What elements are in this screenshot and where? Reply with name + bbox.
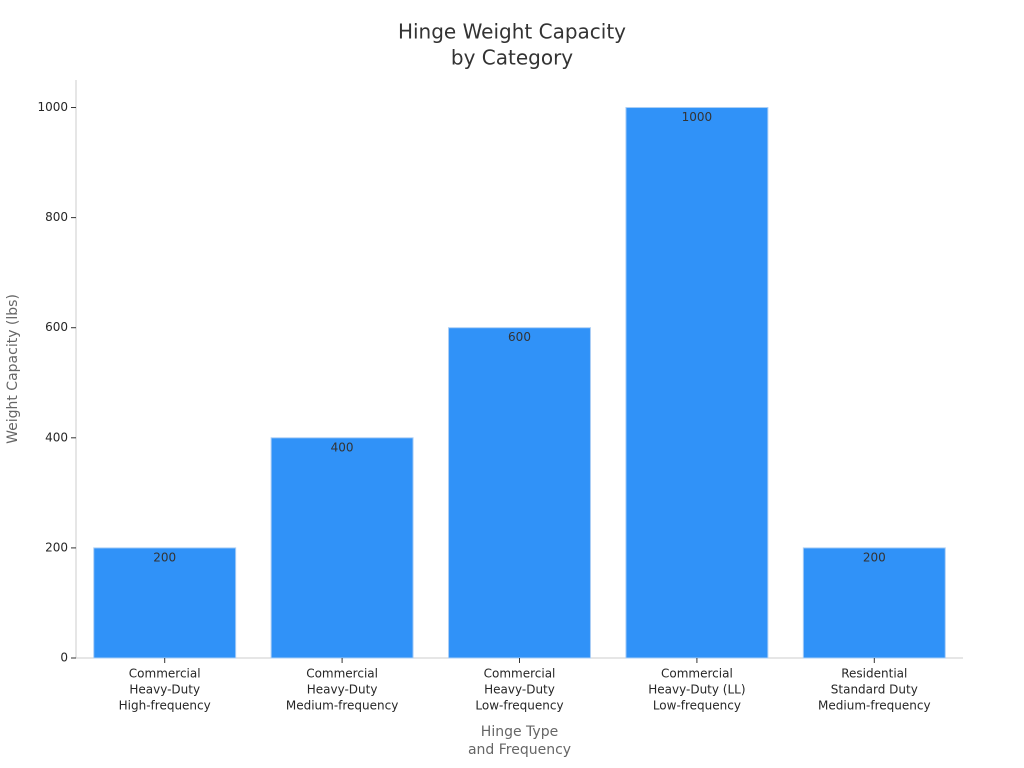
x-tick-label: High-frequency <box>119 699 211 713</box>
x-tick-label: Commercial <box>661 667 733 681</box>
value-label: 200 <box>153 550 176 564</box>
x-tick-label: Commercial <box>484 667 556 681</box>
chart-title: by Category <box>451 46 573 70</box>
bar <box>270 437 414 659</box>
bar <box>93 547 237 659</box>
x-tick-label: Heavy-Duty <box>307 683 378 697</box>
x-tick-label: Medium-frequency <box>286 699 399 713</box>
x-tick-label: Low-frequency <box>653 699 741 713</box>
chart-title: Hinge Weight Capacity <box>398 20 626 44</box>
y-tick-label: 1000 <box>37 100 68 114</box>
x-tick-label: Commercial <box>129 667 201 681</box>
x-tick-label: Heavy-Duty (LL) <box>648 683 745 697</box>
y-axis-label: Weight Capacity (lbs) <box>5 294 21 444</box>
bar <box>625 107 769 659</box>
x-tick-label: Medium-frequency <box>818 699 931 713</box>
y-tick-label: 800 <box>45 210 68 224</box>
y-tick-label: 0 <box>60 651 68 665</box>
y-tick-label: 600 <box>45 320 68 334</box>
x-axis-label: and Frequency <box>468 742 571 758</box>
bar <box>802 547 946 659</box>
value-label: 1000 <box>682 110 713 124</box>
value-label: 400 <box>331 440 354 454</box>
x-tick-label: Standard Duty <box>831 683 918 697</box>
x-tick-label: Heavy-Duty <box>129 683 200 697</box>
x-tick-label: Residential <box>841 667 907 681</box>
y-tick-label: 200 <box>45 540 68 554</box>
x-tick-label: Commercial <box>306 667 378 681</box>
x-axis-label: Hinge Type <box>481 724 558 740</box>
value-label: 200 <box>863 550 886 564</box>
bar <box>448 327 591 659</box>
x-tick-label: Low-frequency <box>475 699 563 713</box>
value-label: 600 <box>508 330 531 344</box>
x-tick-label: Heavy-Duty <box>484 683 555 697</box>
y-tick-label: 400 <box>45 430 68 444</box>
